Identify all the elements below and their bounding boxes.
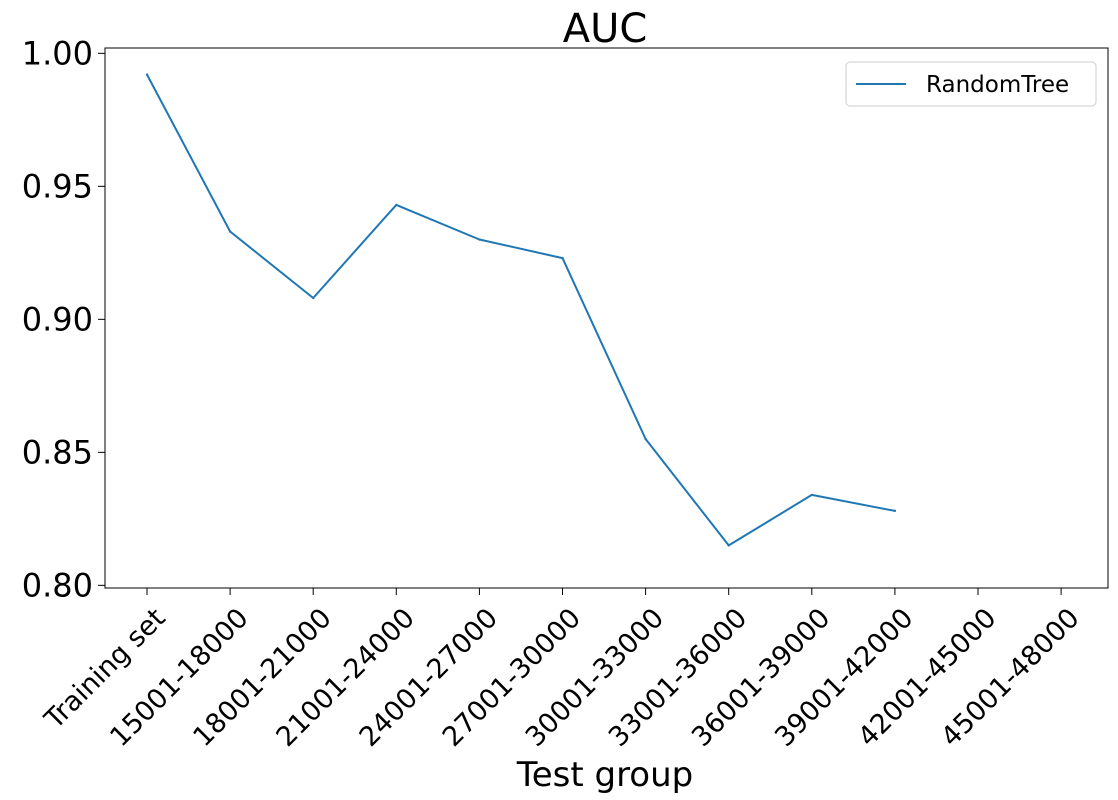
data-point [644, 437, 647, 441]
legend-label-randomtree: RandomTree [926, 72, 1069, 98]
data-point [561, 256, 564, 260]
y-tick-label: 0.80 [22, 566, 93, 604]
data-point [810, 493, 813, 497]
y-tick-label: 1.00 [22, 34, 93, 72]
plot-area [104, 47, 1109, 589]
data-point [893, 509, 897, 513]
data-point [395, 203, 398, 207]
chart-title: AUC [563, 6, 648, 52]
y-tick-label: 0.90 [22, 300, 93, 338]
data-point [312, 296, 315, 300]
y-axis: 0.80 0.85 0.90 0.95 1.00 [22, 34, 105, 604]
series-layer [145, 73, 897, 547]
x-axis: Training set15001-1800018001-2100021001-… [38, 588, 1086, 753]
data-point [478, 238, 481, 241]
legend-box [845, 61, 1097, 107]
data-point [727, 544, 730, 547]
series-line-randomtree [146, 74, 896, 547]
y-tick-label: 0.85 [22, 433, 93, 471]
x-axis-label: Test group [516, 755, 694, 795]
data-point [228, 230, 232, 233]
y-tick-label: 0.95 [22, 167, 93, 205]
legend: RandomTree [845, 61, 1097, 107]
data-point [145, 73, 149, 76]
